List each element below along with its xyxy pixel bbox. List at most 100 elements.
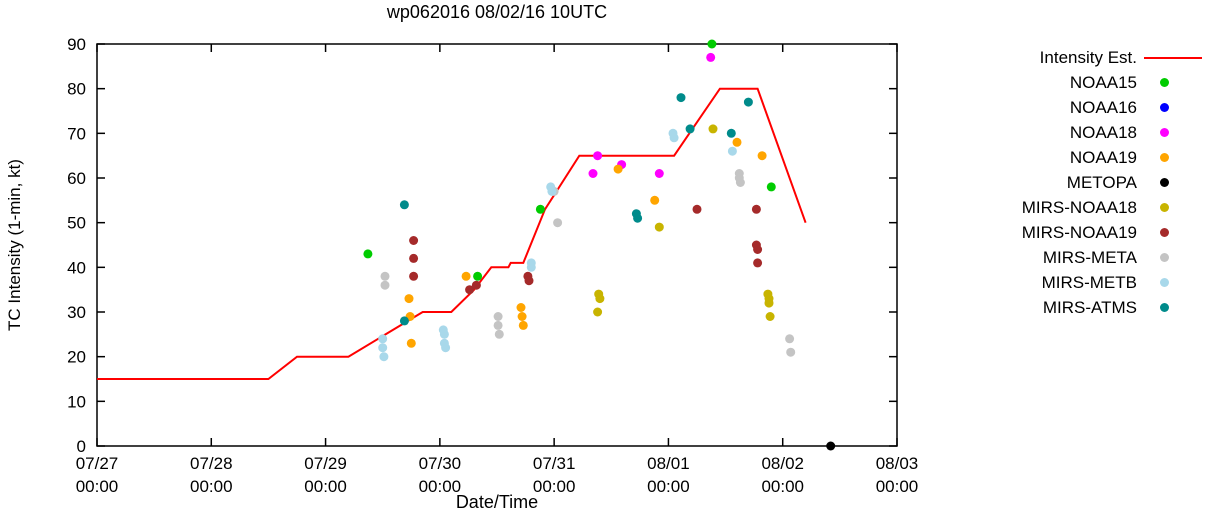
y-tick-label: 10 [67, 392, 86, 411]
point-noaa19 [613, 164, 623, 174]
x-tick-label-date: 07/27 [76, 454, 119, 473]
legend-label: MIRS-NOAA19 [1021, 222, 1137, 242]
legend-dot-sample [1160, 253, 1169, 262]
point-mirs-atms [726, 128, 736, 138]
point-mirs-meta [380, 271, 390, 281]
x-tick-label-time: 00:00 [190, 477, 233, 496]
legend-dot-marker [1144, 78, 1210, 87]
x-tick-label-date: 08/01 [647, 454, 690, 473]
point-noaa15 [766, 182, 776, 192]
point-mirs-meta [493, 320, 503, 330]
point-mirs-noaa18 [595, 294, 605, 304]
y-axis-label: TC Intensity (1-min, kt) [2, 44, 28, 446]
point-mirs-metb [727, 146, 737, 156]
point-mirs-noaa18 [708, 124, 718, 134]
point-mirs-noaa18 [593, 307, 603, 317]
legend-item-noaa16: NOAA16 [950, 95, 1210, 120]
x-tick-label-time: 00:00 [419, 477, 462, 496]
point-mirs-metb [547, 186, 557, 196]
legend-item-mirs-metb: MIRS-METB [950, 270, 1210, 295]
point-mirs-metb [379, 352, 389, 362]
point-mirs-metb [441, 343, 451, 353]
y-tick-label: 20 [67, 348, 86, 367]
point-mirs-metb [669, 133, 679, 143]
legend-dot-marker [1144, 153, 1210, 162]
y-tick-label: 30 [67, 303, 86, 322]
point-noaa19 [461, 271, 471, 281]
point-mirs-atms [399, 200, 409, 210]
point-mirs-meta [493, 312, 503, 321]
x-tick-label-time: 00:00 [647, 477, 690, 496]
chart-title: wp062016 08/02/16 10UTC [386, 2, 608, 22]
y-tick-label: 80 [67, 80, 86, 99]
legend-label: NOAA15 [1069, 72, 1137, 92]
legend-dot-sample [1160, 303, 1169, 312]
point-metopa [826, 441, 836, 451]
point-mirs-metb [439, 329, 449, 339]
legend-line-marker [1144, 56, 1210, 59]
point-noaa19 [516, 303, 526, 312]
legend-dot-marker [1144, 103, 1210, 112]
point-mirs-atms [685, 124, 695, 134]
intensity-est-line [97, 87, 807, 380]
x-tick-label-time: 00:00 [876, 477, 919, 496]
x-axis-label: Date/Time [455, 492, 539, 512]
legend-label: NOAA19 [1069, 147, 1137, 167]
point-mirs-meta [494, 329, 504, 339]
point-mirs-meta [380, 280, 390, 290]
y-tick-label: 90 [67, 35, 86, 54]
point-mirs-noaa19 [471, 280, 481, 290]
legend-label: MIRS-NOAA18 [1021, 197, 1137, 217]
legend-dot-sample [1160, 128, 1169, 137]
point-noaa18 [588, 169, 598, 178]
point-mirs-noaa19 [692, 204, 702, 214]
y-tick-label: 70 [67, 124, 86, 143]
y-tick-label: 40 [67, 258, 86, 277]
legend: Intensity Est. NOAA15 NOAA16 NOAA18 NOAA19 ME… [950, 45, 1210, 320]
point-mirs-noaa18 [764, 298, 774, 308]
plot-border [96, 43, 898, 447]
x-tick-label-date: 07/28 [190, 454, 233, 473]
point-noaa15 [363, 249, 373, 259]
legend-label: NOAA18 [1069, 122, 1137, 142]
point-noaa19 [757, 151, 767, 161]
x-tick-label-time: 00:00 [533, 477, 576, 496]
point-mirs-meta [785, 334, 795, 344]
legend-line-sample [1144, 56, 1202, 59]
point-mirs-noaa19 [524, 276, 534, 286]
x-tick-label-date: 07/29 [304, 454, 347, 473]
point-noaa19 [517, 312, 527, 321]
y-tick-label: 0 [77, 437, 86, 456]
y-tick-label: 50 [67, 214, 86, 233]
point-noaa15 [535, 204, 545, 214]
y-tick-label: 60 [67, 169, 86, 188]
point-noaa19 [406, 338, 416, 348]
legend-item-noaa19: NOAA19 [950, 145, 1210, 170]
legend-item-metopa: METOPA [950, 170, 1210, 195]
legend-dot-sample [1160, 203, 1169, 212]
point-mirs-noaa18 [765, 312, 775, 321]
legend-item-mirs-noaa19: MIRS-NOAA19 [950, 220, 1210, 245]
point-mirs-meta [553, 218, 563, 228]
point-mirs-noaa19 [753, 258, 763, 268]
legend-label: NOAA16 [1069, 97, 1137, 117]
x-tick-label-time: 00:00 [304, 477, 347, 496]
legend-dot-marker [1144, 228, 1210, 237]
point-noaa19 [404, 294, 414, 304]
x-tick-label-date: 07/30 [419, 454, 462, 473]
legend-label: MIRS-ATMS [1042, 297, 1137, 317]
legend-item-mirs-atms: MIRS-ATMS [950, 295, 1210, 320]
point-mirs-metb [526, 262, 536, 272]
x-tick-label-time: 00:00 [761, 477, 804, 496]
legend-dot-sample [1160, 228, 1169, 237]
point-mirs-noaa18 [654, 222, 664, 232]
x-tick-label-time: 00:00 [76, 477, 119, 496]
point-noaa18 [654, 169, 664, 178]
point-mirs-noaa19 [409, 236, 419, 245]
point-noaa19 [650, 195, 660, 205]
legend-dot-marker [1144, 203, 1210, 212]
legend-dot-sample [1160, 178, 1169, 187]
point-noaa19 [732, 137, 742, 147]
legend-label: MIRS-METB [1041, 272, 1137, 292]
